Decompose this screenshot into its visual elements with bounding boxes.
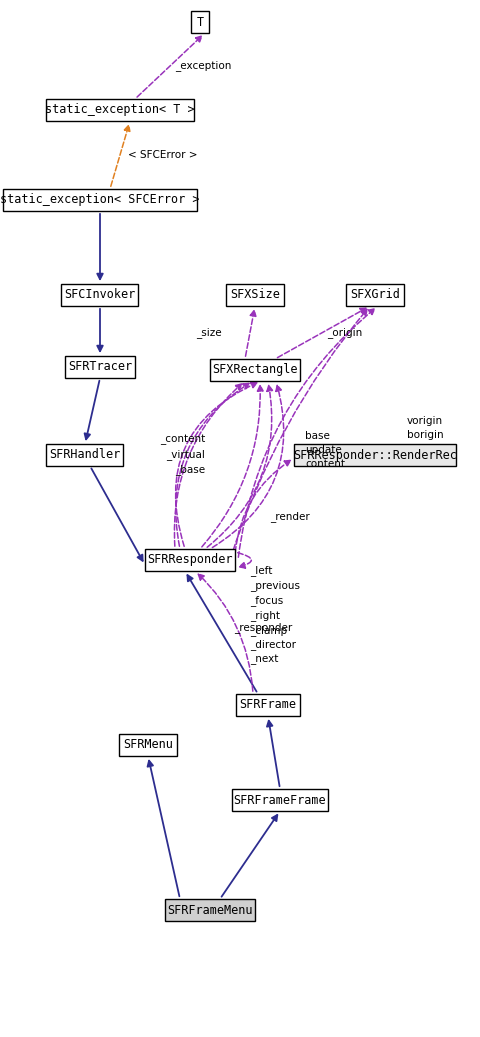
Text: static_exception< T >: static_exception< T > — [45, 104, 194, 116]
Text: SFRResponder: SFRResponder — [147, 554, 232, 566]
Text: _responder: _responder — [233, 622, 292, 633]
Text: SFRFrameFrame: SFRFrameFrame — [233, 793, 325, 807]
Bar — [210, 359, 300, 381]
Bar — [46, 99, 194, 121]
Text: vorigin
borigin: vorigin borigin — [406, 416, 443, 440]
Text: SFCInvoker: SFCInvoker — [64, 288, 135, 302]
Bar — [236, 694, 300, 716]
Text: _render: _render — [269, 511, 309, 522]
Text: SFRFrameMenu: SFRFrameMenu — [167, 903, 252, 917]
Bar — [294, 444, 455, 466]
Text: SFXGrid: SFXGrid — [349, 288, 399, 302]
Bar — [346, 284, 403, 306]
Text: static_exception< SFCError >: static_exception< SFCError > — [0, 194, 199, 206]
Text: _content
_virtual
_base: _content _virtual _base — [159, 435, 204, 475]
Text: _exception: _exception — [175, 60, 231, 72]
Text: SFRFrame: SFRFrame — [239, 699, 296, 711]
Text: SFXRectangle: SFXRectangle — [212, 364, 297, 376]
Bar — [3, 189, 197, 211]
Bar — [61, 284, 138, 306]
Bar — [144, 549, 235, 571]
Text: base
update
content: base update content — [304, 431, 344, 469]
Bar — [119, 734, 176, 756]
Text: SFRTracer: SFRTracer — [68, 361, 132, 373]
Text: _origin: _origin — [327, 327, 362, 338]
Text: SFRResponder::RenderRec: SFRResponder::RenderRec — [292, 448, 456, 461]
Bar — [231, 789, 327, 811]
Bar — [165, 899, 254, 921]
Text: SFRMenu: SFRMenu — [123, 738, 173, 752]
Text: T: T — [196, 16, 203, 28]
Bar — [65, 356, 135, 379]
Bar — [191, 11, 209, 33]
Text: SFXSize: SFXSize — [229, 288, 279, 302]
Text: < SFCError >: < SFCError > — [128, 150, 197, 160]
Text: _size: _size — [196, 327, 222, 338]
Text: _left
_previous
_focus
_right
_clamp
_director
_next: _left _previous _focus _right _clamp _di… — [250, 565, 300, 666]
Bar — [226, 284, 283, 306]
Bar — [47, 444, 123, 466]
Text: SFRHandler: SFRHandler — [49, 448, 120, 461]
